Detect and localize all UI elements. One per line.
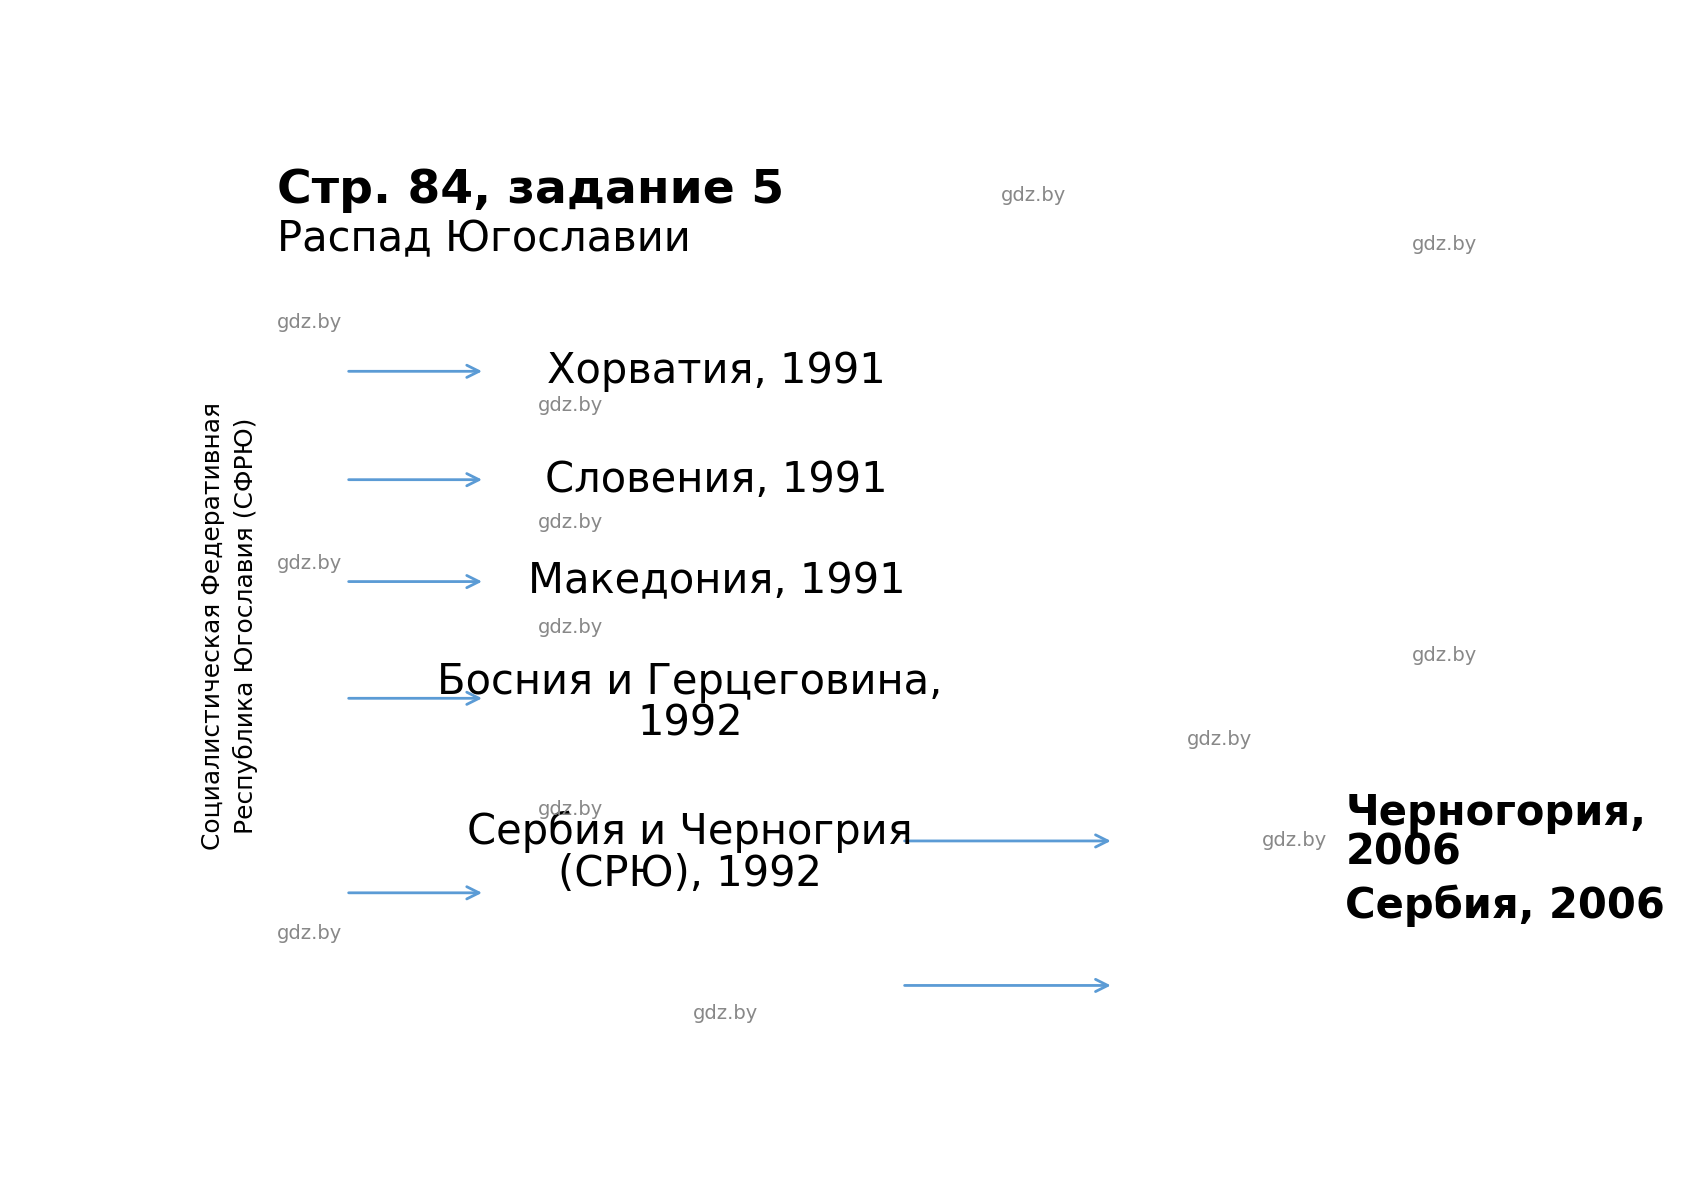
Text: (СРЮ), 1992: (СРЮ), 1992: [558, 853, 821, 895]
Text: gdz.by: gdz.by: [693, 1003, 758, 1023]
Text: Сербия, 2006: Сербия, 2006: [1345, 884, 1664, 928]
Text: gdz.by: gdz.by: [538, 618, 603, 638]
Text: Босния и Герцеговина,: Босния и Герцеговина,: [437, 660, 942, 703]
Text: Хорватия, 1991: Хорватия, 1991: [546, 350, 886, 392]
Text: gdz.by: gdz.by: [1261, 831, 1326, 851]
Text: gdz.by: gdz.by: [1410, 646, 1477, 665]
Text: Словения, 1991: Словения, 1991: [545, 458, 888, 500]
Text: 2006: 2006: [1345, 832, 1459, 875]
Text: gdz.by: gdz.by: [277, 924, 341, 943]
Text: Социалистическая Федеративная
Республика Югославия (СФРЮ): Социалистическая Федеративная Республика…: [201, 402, 258, 851]
Text: gdz.by: gdz.by: [1000, 185, 1065, 205]
Text: Сербия и Черногрия: Сербия и Черногрия: [468, 811, 912, 853]
Text: gdz.by: gdz.by: [277, 313, 341, 332]
Text: 1992: 1992: [637, 703, 743, 745]
Text: gdz.by: gdz.by: [538, 396, 603, 415]
Text: Стр. 84, задание 5: Стр. 84, задание 5: [277, 167, 784, 213]
Text: gdz.by: gdz.by: [1410, 235, 1477, 254]
Text: Македония, 1991: Македония, 1991: [527, 561, 905, 603]
Text: gdz.by: gdz.by: [538, 800, 603, 819]
Text: Распад Югославии: Распад Югославии: [277, 219, 690, 261]
Text: gdz.by: gdz.by: [538, 512, 603, 532]
Text: gdz.by: gdz.by: [1186, 729, 1251, 748]
Text: gdz.by: gdz.by: [277, 553, 341, 573]
Text: Черногория,: Черногория,: [1345, 792, 1646, 834]
